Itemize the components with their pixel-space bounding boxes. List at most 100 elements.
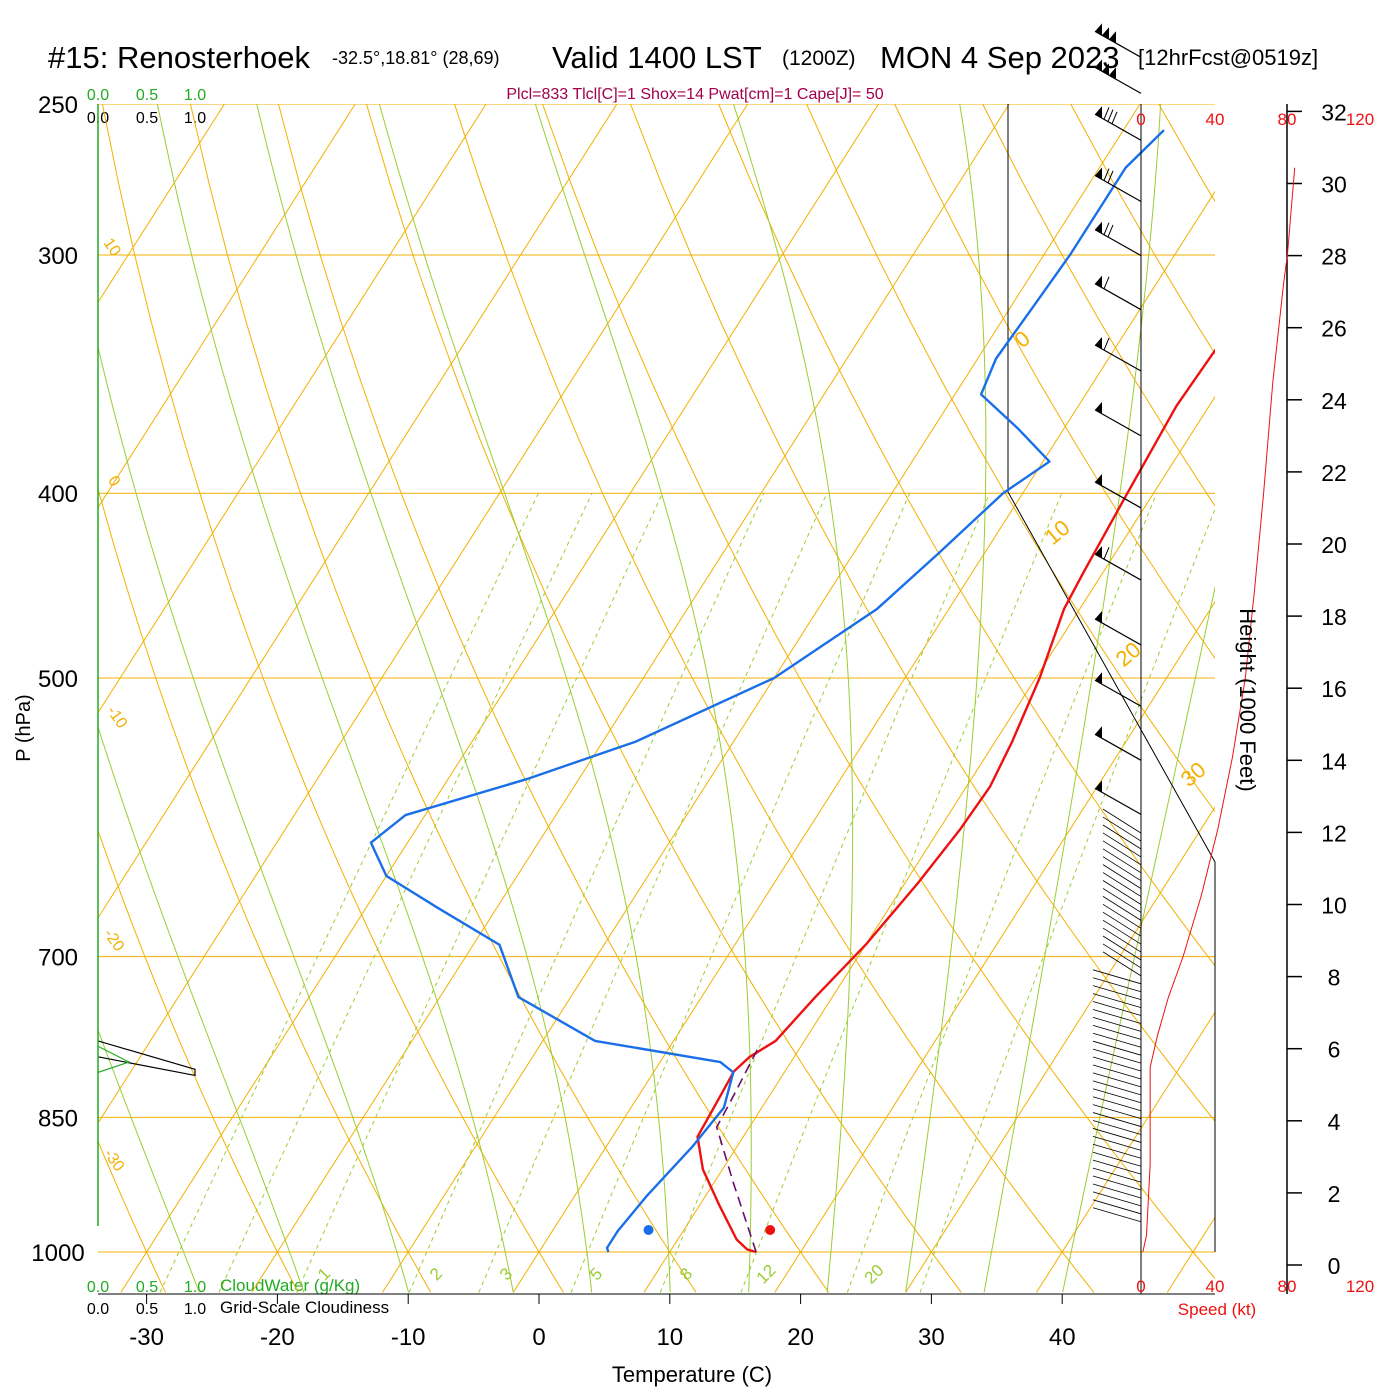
height-tick-label: 10: [1321, 893, 1347, 919]
barb-staff: [1094, 787, 1142, 815]
stability-indices: Plcl=833 Tlcl[C]=1 Shox=14 Pwat[cm]=1 Ca…: [506, 86, 883, 103]
x-tick-label: -30: [129, 1324, 164, 1351]
low-level-barb: [1102, 848, 1142, 874]
low-level-barb: [1092, 1080, 1142, 1096]
mixing-ratio-label: 12: [753, 1261, 780, 1288]
low-level-barb: [1102, 919, 1142, 945]
low-level-barb: [1092, 1064, 1142, 1080]
speed-tick-top: 120: [1346, 110, 1374, 129]
height-tick-label: 28: [1321, 244, 1347, 270]
low-level-barb: [1102, 903, 1142, 929]
barb-pennant: [1095, 780, 1102, 793]
barb-pennant: [1095, 59, 1102, 72]
height-tick-label: 18: [1321, 604, 1347, 630]
profiles: [98, 129, 1215, 1254]
low-level-barb: [1092, 1072, 1142, 1088]
height-tick-label: 14: [1321, 748, 1347, 774]
height-axis-label: Height (1000 Feet): [1235, 608, 1260, 791]
low-level-barb: [1102, 872, 1142, 897]
height-tick-label: 30: [1321, 172, 1347, 198]
low-level-barb: [1092, 1096, 1142, 1112]
mixing-ratio-label: 3: [496, 1264, 516, 1284]
valid-time: Valid 1400 LST: [552, 40, 762, 75]
barb-pennant: [1095, 221, 1102, 234]
low-level-barb: [1092, 1112, 1142, 1127]
barb-staff: [1094, 229, 1142, 257]
dry-adiabat: [894, 104, 1215, 660]
height-tick-label: 8: [1328, 965, 1341, 991]
dry-adiabat: [1158, 104, 1215, 203]
isotherm-line: [98, 104, 618, 919]
low-level-barb: [1102, 824, 1142, 850]
mixing-ratio-line: [846, 493, 1157, 1293]
barb-pennant: [1109, 31, 1116, 44]
wind-barb: [1094, 221, 1142, 257]
cloudwater-tick-top: 0.5: [136, 87, 158, 104]
moist-adiabat: [905, 104, 987, 1293]
barb-pennant: [1095, 546, 1102, 559]
barb-staff: [1094, 481, 1142, 509]
right-axes: 0246810121416182022242628303200404080801…: [1136, 99, 1374, 1296]
barb-pennant: [1095, 23, 1102, 36]
cloudwater-tick-top: 0.0: [87, 87, 109, 104]
mixing-ratio-line: [478, 493, 828, 1293]
low-level-barb: [1102, 832, 1142, 858]
speed-tick-bottom: 0: [1136, 1277, 1145, 1296]
height-tick-label: 2: [1328, 1181, 1341, 1207]
pressure-tick-label: 500: [38, 666, 78, 693]
low-level-barb: [1092, 1024, 1142, 1040]
moist-adiabat: [534, 104, 752, 1293]
wind-barb: [1094, 401, 1142, 437]
cloudwater-tick-top: 1.0: [184, 87, 206, 104]
barb-pennant: [1095, 106, 1102, 119]
wind-barb: [1094, 106, 1142, 141]
moist-adiabat: [983, 104, 1162, 1293]
height-tick-label: 4: [1328, 1109, 1341, 1135]
moist-adiabat: [378, 104, 671, 1293]
right-boundary-line: [1007, 104, 1216, 1252]
pressure-tick-label: 250: [38, 92, 78, 119]
height-tick-label: 6: [1328, 1037, 1341, 1063]
moist-adiabat-label: 30: [1176, 757, 1211, 792]
cloudwater-tick-bottom: 0.5: [136, 1279, 158, 1296]
wind-barb: [1094, 726, 1142, 761]
low-level-barb: [1092, 1167, 1142, 1183]
height-tick-label: 20: [1321, 532, 1347, 558]
mixing-ratio-line: [740, 493, 1063, 1293]
barb-feather: [1103, 276, 1110, 289]
barb-pennant: [1095, 473, 1102, 486]
dry-adiabat-label: 0: [104, 473, 123, 490]
dry-adiabat: [189, 104, 697, 1293]
x-tick-label: -20: [260, 1324, 295, 1351]
cloudiness-tick-top: 1.0: [184, 110, 206, 127]
low-level-barb: [1092, 1143, 1142, 1159]
low-level-barb: [1092, 1128, 1142, 1143]
x-axis-label: Temperature (C): [612, 1362, 772, 1387]
pressure-tick-label: 850: [38, 1105, 78, 1132]
wind-barb: [1094, 546, 1142, 581]
mixing-ratio-label: 5: [586, 1264, 606, 1284]
dry-adiabat: [366, 104, 962, 1293]
mixing-ratio-label: 20: [861, 1261, 888, 1288]
pressure-tick-label: 400: [38, 481, 78, 508]
barb-pennant: [1095, 726, 1102, 739]
barb-staff: [1094, 113, 1142, 141]
low-level-barb: [1092, 1135, 1142, 1151]
temperature-line: [696, 348, 1215, 1254]
dry-adiabat-label: 10: [100, 235, 124, 259]
cloud-scale-bottom: 0.0 0.5 1.0 0.0 0.5 1.0: [87, 1279, 206, 1318]
low-level-barb: [1102, 927, 1142, 953]
barb-pennant: [1095, 275, 1102, 288]
barb-staff: [1094, 283, 1142, 311]
low-level-barb: [1092, 1009, 1142, 1024]
low-level-barb: [1102, 840, 1142, 866]
low-level-barb: [1092, 1199, 1142, 1215]
dry-adiabat-label: -30: [100, 1146, 127, 1175]
cloudwater-line: [98, 1045, 131, 1073]
barb-feather: [1107, 109, 1114, 122]
height-tick-label: 16: [1321, 676, 1347, 702]
speed-tick-top: 80: [1278, 110, 1297, 129]
low-level-barb: [1102, 888, 1142, 913]
